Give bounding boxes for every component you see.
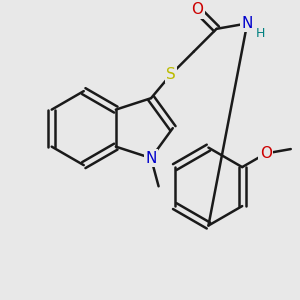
Text: O: O [260,146,272,161]
Text: N: N [242,16,253,31]
Text: O: O [191,2,203,17]
Text: H: H [256,27,266,40]
Text: N: N [145,151,157,166]
Text: S: S [166,67,176,82]
